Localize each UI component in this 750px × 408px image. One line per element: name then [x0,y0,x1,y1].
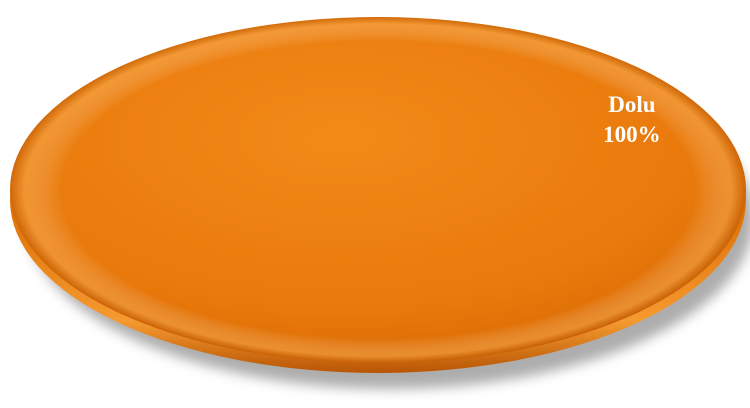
pie-slice-bevel [10,17,746,363]
pie-slice-label: Dolu 100% [603,92,661,147]
